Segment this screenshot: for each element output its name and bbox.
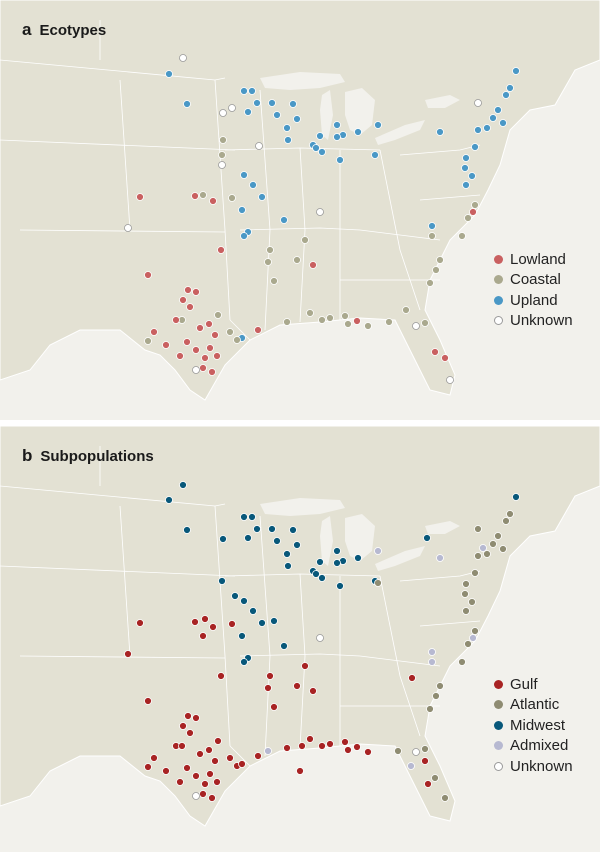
midwest-swatch-icon bbox=[494, 720, 503, 730]
panel-b-title-text: Subpopulations bbox=[40, 448, 154, 465]
legend-label: Lowland bbox=[510, 250, 566, 268]
great-lakes bbox=[260, 72, 460, 145]
legend-label: Unknown bbox=[510, 312, 573, 330]
landmass bbox=[0, 0, 600, 401]
legend-label: Unknown bbox=[510, 757, 573, 775]
legend-item-upland: Upland bbox=[494, 290, 573, 311]
sample-points-a bbox=[124, 54, 520, 384]
unknown-swatch-icon bbox=[494, 316, 503, 326]
legend-label: Upland bbox=[510, 291, 558, 309]
legend-label: Coastal bbox=[510, 271, 561, 289]
legend-label: Gulf bbox=[510, 675, 538, 693]
admixed-swatch-icon bbox=[494, 741, 503, 751]
gulf-swatch-icon bbox=[494, 679, 503, 689]
panel-a-title-text: Ecotypes bbox=[39, 22, 107, 39]
legend-item-unknown: Unknown bbox=[494, 756, 573, 777]
sample-points-b bbox=[124, 481, 520, 802]
unknown-swatch-icon bbox=[494, 761, 503, 771]
legend-item-coastal: Coastal bbox=[494, 270, 573, 291]
lowland-swatch-icon bbox=[494, 254, 503, 264]
state-borders bbox=[0, 20, 481, 341]
panel-a-letter: a bbox=[22, 20, 32, 39]
great-lakes bbox=[260, 498, 460, 571]
us-map-a bbox=[0, 0, 600, 401]
legend-item-midwest: Midwest bbox=[494, 715, 573, 736]
panel-a-title: a Ecotypes bbox=[22, 20, 106, 40]
legend-item-admixed: Admixed bbox=[494, 736, 573, 757]
legend-item-gulf: Gulf bbox=[494, 674, 573, 695]
coastal-swatch-icon bbox=[494, 275, 503, 285]
panel-b-letter: b bbox=[22, 446, 33, 465]
legend-item-lowland: Lowland bbox=[494, 249, 573, 270]
legend-label: Midwest bbox=[510, 716, 566, 734]
legend-item-unknown: Unknown bbox=[494, 311, 573, 332]
atlantic-swatch-icon bbox=[494, 700, 503, 710]
panel-b-title: b Subpopulations bbox=[22, 446, 154, 466]
legend-subpopulations: Gulf Atlantic Midwest Admixed Unknown bbox=[494, 674, 573, 777]
panel-b-subpopulations-map: b Subpopulations Gulf Atlantic Midwest Ad… bbox=[0, 426, 600, 852]
legend-item-atlantic: Atlantic bbox=[494, 695, 573, 716]
state-borders bbox=[0, 446, 481, 767]
legend-label: Atlantic bbox=[510, 696, 560, 714]
upland-swatch-icon bbox=[494, 295, 503, 305]
legend-label: Admixed bbox=[510, 737, 569, 755]
us-map-b bbox=[0, 426, 600, 827]
legend-ecotypes: Lowland Coastal Upland Unknown bbox=[494, 249, 573, 331]
panel-a-ecotypes-map: a Ecotypes Lowland Coastal Upland Unknown bbox=[0, 0, 600, 420]
